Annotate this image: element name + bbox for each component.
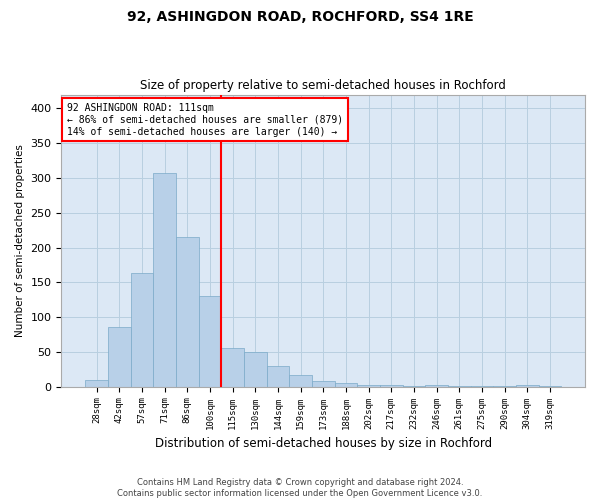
- Bar: [131, 274, 153, 386]
- Bar: [425, 384, 448, 386]
- Y-axis label: Number of semi-detached properties: Number of semi-detached properties: [15, 144, 25, 337]
- Title: Size of property relative to semi-detached houses in Rochford: Size of property relative to semi-detach…: [140, 79, 506, 92]
- Bar: [85, 380, 108, 386]
- Bar: [108, 327, 131, 386]
- Bar: [176, 237, 199, 386]
- Bar: [244, 352, 266, 386]
- Bar: [357, 384, 380, 386]
- Bar: [289, 375, 312, 386]
- Text: Contains HM Land Registry data © Crown copyright and database right 2024.
Contai: Contains HM Land Registry data © Crown c…: [118, 478, 482, 498]
- Bar: [335, 383, 357, 386]
- Bar: [312, 381, 335, 386]
- Bar: [266, 366, 289, 386]
- Bar: [153, 173, 176, 386]
- Bar: [221, 348, 244, 387]
- X-axis label: Distribution of semi-detached houses by size in Rochford: Distribution of semi-detached houses by …: [155, 437, 492, 450]
- Bar: [199, 296, 221, 386]
- Text: 92, ASHINGDON ROAD, ROCHFORD, SS4 1RE: 92, ASHINGDON ROAD, ROCHFORD, SS4 1RE: [127, 10, 473, 24]
- Text: 92 ASHINGDON ROAD: 111sqm
← 86% of semi-detached houses are smaller (879)
14% of: 92 ASHINGDON ROAD: 111sqm ← 86% of semi-…: [67, 104, 343, 136]
